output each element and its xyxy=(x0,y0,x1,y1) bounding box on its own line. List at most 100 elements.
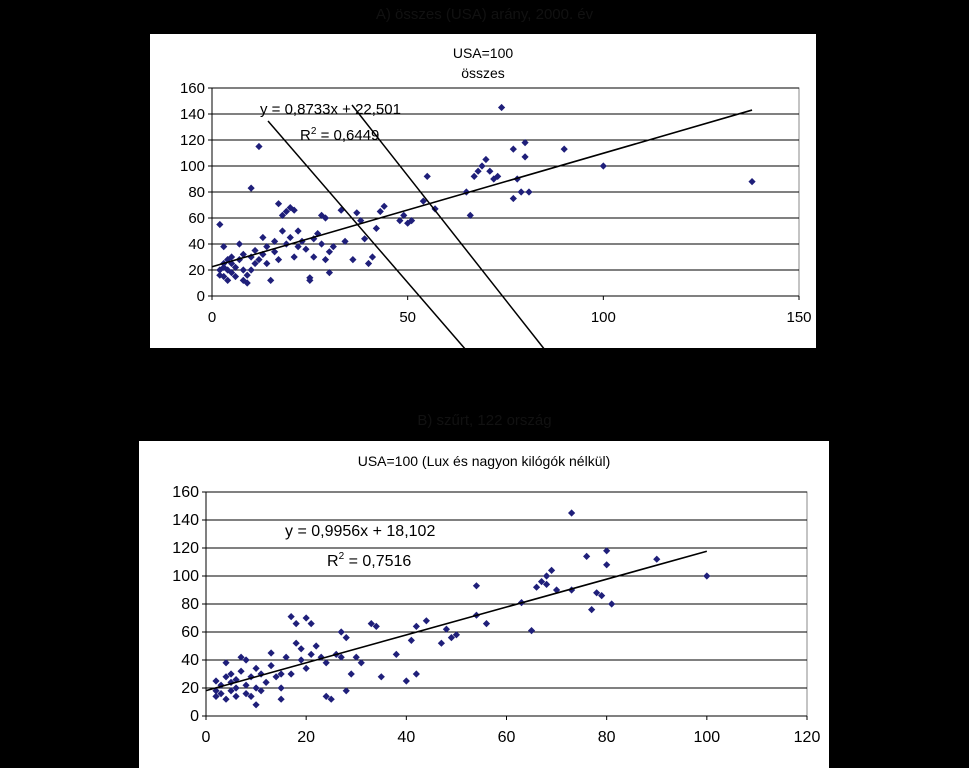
chart-a-panel: USA=100 összes y = 0,8733x + 22,501 R2 =… xyxy=(150,34,816,348)
chart-b-data-point xyxy=(542,580,551,588)
chart-b-data-point xyxy=(347,670,355,678)
chart-a-y-tick-label: 0 xyxy=(197,288,205,305)
chart-a-r2: R2 = 0,6449 xyxy=(300,126,379,144)
chart-b-x-tick-label: 120 xyxy=(794,729,821,746)
chart-a-data-point xyxy=(419,197,427,205)
chart-a-data-point xyxy=(243,271,251,279)
chart-a-data-point xyxy=(325,248,333,256)
chart-b-data-point xyxy=(247,673,255,681)
chart-a-data-point xyxy=(247,184,255,192)
chart-b-data-point xyxy=(392,650,400,658)
chart-b-data-point xyxy=(232,692,240,700)
chart-a-data-point xyxy=(310,253,318,261)
chart-b-y-tick-label: 60 xyxy=(181,624,199,641)
chart-b-data-point xyxy=(232,684,240,692)
chart-a-data-point xyxy=(482,155,490,164)
chart-a-data-point xyxy=(364,259,373,268)
chart-b-data-point xyxy=(302,664,310,672)
chart-a-data-point xyxy=(286,233,294,242)
chart-a-data-point xyxy=(560,145,568,153)
chart-b-data-point xyxy=(407,636,415,644)
chart-b-trendline xyxy=(205,550,708,692)
chart-a-x-tick-label: 100 xyxy=(591,309,616,326)
chart-b-data-point xyxy=(297,656,305,664)
chart-b-data-point xyxy=(297,645,305,653)
chart-b-data-point xyxy=(703,572,711,580)
chart-a-data-point xyxy=(274,200,283,208)
chart-b-svg: USA=100 (Lux és nagyon kilógók nélkül) y… xyxy=(172,453,821,746)
chart-a-data-point xyxy=(474,167,482,175)
chart-a-data-point xyxy=(220,272,228,281)
chart-b-y-tick-label: 80 xyxy=(181,596,199,613)
chart-b-data-point xyxy=(588,606,596,614)
chart-b-data-point xyxy=(212,677,220,685)
chart-b-data-point xyxy=(412,622,420,630)
chart-a-data-point xyxy=(521,153,529,161)
chart-a-data-point xyxy=(349,256,357,264)
chart-a-y-tick-label: 160 xyxy=(180,80,205,97)
chart-b-equation: y = 0,9956x + 18,102 xyxy=(285,523,435,540)
chart-a-data-point xyxy=(361,235,369,243)
chart-b-data-point xyxy=(222,673,230,681)
chart-a-data-point xyxy=(478,162,486,170)
chart-a-data-point xyxy=(431,205,439,213)
chart-a-data-point xyxy=(216,220,224,229)
chart-b-data-point xyxy=(527,627,536,635)
chart-b-y-tick-label: 20 xyxy=(181,680,199,697)
chart-b-data-point xyxy=(402,677,410,685)
chart-a-data-point xyxy=(290,253,298,261)
chart-b-data-point xyxy=(583,552,591,560)
chart-b-y-tick-label: 100 xyxy=(172,568,199,585)
chart-a-r2-value: = 0,6449 xyxy=(316,127,379,144)
chart-a-data-point xyxy=(267,276,275,284)
chart-b-data-point xyxy=(222,659,230,667)
chart-a-y-tick-label: 80 xyxy=(188,184,205,201)
chart-a-data-point xyxy=(368,253,377,261)
chart-b-title: USA=100 (Lux és nagyon kilógók nélkül) xyxy=(358,453,611,469)
chart-b-data-point xyxy=(552,586,561,594)
chart-a-y-tick-label: 120 xyxy=(180,132,205,149)
chart-b-data-point xyxy=(307,650,315,658)
chart-a-y-tick-label: 40 xyxy=(188,236,205,253)
chart-b-y-tick-label: 40 xyxy=(181,652,199,669)
chart-a-x-tick-label: 50 xyxy=(399,309,416,326)
chart-b-data-point xyxy=(312,642,320,650)
chart-a-data-point xyxy=(255,142,263,151)
chart-b-data-point xyxy=(277,684,285,692)
chart-a-data-point xyxy=(337,206,345,214)
chart-a-data-point xyxy=(353,209,361,217)
chart-a-data-point xyxy=(243,279,251,287)
chart-a-data-point xyxy=(376,207,384,216)
chart-b-x-tick-label: 100 xyxy=(693,729,720,746)
chart-b-data-point xyxy=(227,687,235,695)
chart-a-data-point xyxy=(321,256,330,264)
chart-b-data-point xyxy=(482,620,491,628)
chart-a-title: USA=100 xyxy=(453,45,514,61)
chart-a-data-point xyxy=(231,272,240,281)
chart-b-data-point xyxy=(352,653,360,661)
chart-b-data-point xyxy=(292,620,300,628)
chart-a-data-point xyxy=(372,224,380,232)
chart-b-data-point xyxy=(608,600,616,608)
chart-a-data-point xyxy=(517,188,525,196)
chart-b-data-point xyxy=(277,695,285,703)
chart-b-data-point xyxy=(242,656,250,664)
chart-b-data-point xyxy=(542,572,551,580)
chart-b-x-tick-label: 40 xyxy=(397,729,415,746)
chart-a-data-point xyxy=(748,178,756,186)
chart-b-y-tick-label: 140 xyxy=(172,512,199,529)
chart-a-y-tick-label: 140 xyxy=(180,106,205,123)
chart-b-r2-prefix: R xyxy=(327,553,339,570)
chart-b-data-point xyxy=(277,670,285,678)
chart-b-data-point xyxy=(212,692,220,700)
chart-b-data-point xyxy=(292,639,300,647)
chart-b-x-tick-label: 0 xyxy=(202,729,211,746)
chart-b-data-point xyxy=(222,695,230,703)
chart-a-y-tick-label: 100 xyxy=(180,158,205,175)
chart-b-data-point xyxy=(437,639,445,647)
chart-a-data-point xyxy=(239,266,247,274)
chart-a-y-tick-label: 60 xyxy=(188,210,205,227)
top-caption: A) összes (USA) arány, 2000. év xyxy=(375,6,594,23)
chart-b-x-tick-label: 80 xyxy=(598,729,616,746)
chart-b-y-tick-label: 0 xyxy=(190,708,199,725)
